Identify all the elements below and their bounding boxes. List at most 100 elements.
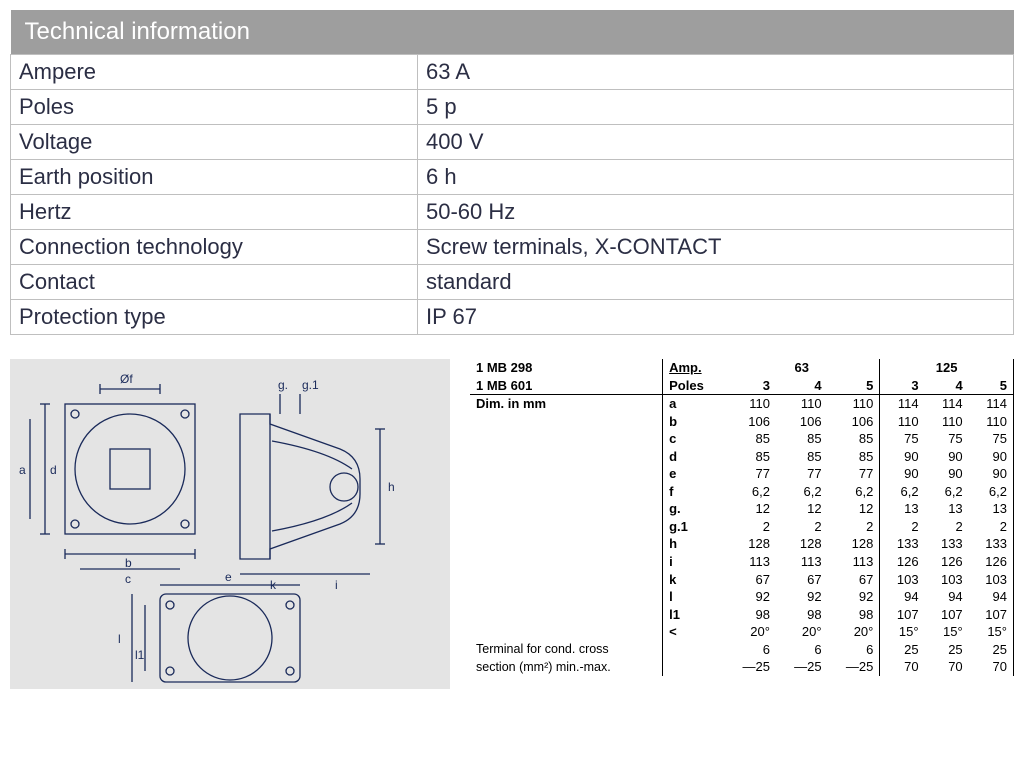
dim-row-key: b (663, 413, 725, 431)
spec-label: Connection technology (11, 230, 418, 265)
dim-cell: 67 (724, 571, 776, 589)
spec-label: Hertz (11, 195, 418, 230)
drawing-label-b: b (125, 556, 132, 570)
dim-cell: 113 (776, 553, 828, 571)
poles-col-5: 5 (969, 377, 1014, 395)
spec-label: Contact (11, 265, 418, 300)
drawing-label-a: a (19, 463, 26, 477)
dim-cell: 90 (969, 448, 1014, 466)
dim-cell: 103 (969, 571, 1014, 589)
dim-cell: 6,2 (724, 483, 776, 501)
model-2: 1 MB 601 (470, 377, 663, 395)
technical-info-rows: Ampere63 APoles5 pVoltage400 VEarth posi… (11, 55, 1014, 335)
dim-cell: 2 (969, 518, 1014, 536)
spec-value: IP 67 (418, 300, 1014, 335)
dimension-table-container: 1 MB 298 Amp. 63 125 1 MB 601 Poles 3 4 … (470, 359, 1014, 676)
dim-cell: 113 (828, 553, 880, 571)
drawing-label-d: d (50, 463, 57, 477)
spec-value: standard (418, 265, 1014, 300)
dim-cell: 13 (880, 500, 925, 518)
dim-cell: 2 (828, 518, 880, 536)
drawing-label-h: h (388, 480, 395, 494)
dim-row-key: c (663, 430, 725, 448)
dim-row-key: g.1 (663, 518, 725, 536)
drawing-label-l: l (118, 632, 121, 646)
dim-cell: 98 (724, 606, 776, 624)
dim-cell: 92 (776, 588, 828, 606)
drawing-label-i: i (335, 578, 338, 592)
spec-value: 50-60 Hz (418, 195, 1014, 230)
dim-cell: 133 (969, 535, 1014, 553)
dimension-table: 1 MB 298 Amp. 63 125 1 MB 601 Poles 3 4 … (470, 359, 1014, 676)
spec-label: Earth position (11, 160, 418, 195)
dim-cell: 67 (776, 571, 828, 589)
dim-row-key: e (663, 465, 725, 483)
dimension-drawing: Øf g. g.1 a d b c h k i e l l1 (10, 359, 450, 689)
technical-info-header: Technical information (11, 10, 1014, 55)
dim-cell: 128 (776, 535, 828, 553)
dim-cell: 90 (880, 465, 925, 483)
amp-group-63: 63 (776, 359, 828, 377)
spec-value: Screw terminals, X-CONTACT (418, 230, 1014, 265)
dim-cell: 103 (925, 571, 969, 589)
dim-cell: 85 (828, 448, 880, 466)
dim-cell: 114 (925, 395, 969, 413)
dim-cell: 128 (724, 535, 776, 553)
dim-cell: 103 (880, 571, 925, 589)
dim-cell: 107 (880, 606, 925, 624)
dim-row-key: a (663, 395, 725, 413)
poles-col-1: 4 (776, 377, 828, 395)
dim-cell: 113 (724, 553, 776, 571)
dim-cell: 94 (969, 588, 1014, 606)
dim-cell: 90 (925, 465, 969, 483)
dim-cell: 106 (724, 413, 776, 431)
dim-row-key: l1 (663, 606, 725, 624)
dim-cell: 15° (880, 623, 925, 641)
term-0-2: 6 (828, 641, 880, 659)
dim-row-key: < (663, 623, 725, 641)
term-1-5: 70 (969, 658, 1014, 676)
term-0-0: 6 (724, 641, 776, 659)
dim-cell: 12 (776, 500, 828, 518)
spec-value: 63 A (418, 55, 1014, 90)
drawing-label-k: k (270, 578, 277, 592)
dim-cell: 90 (925, 448, 969, 466)
dim-cell: 75 (925, 430, 969, 448)
dim-cell: 92 (724, 588, 776, 606)
spec-value: 6 h (418, 160, 1014, 195)
term-1-3: 70 (880, 658, 925, 676)
dim-cell: 94 (880, 588, 925, 606)
poles-col-4: 4 (925, 377, 969, 395)
dim-row-key: g. (663, 500, 725, 518)
term-0-3: 25 (880, 641, 925, 659)
dim-cell: 126 (925, 553, 969, 571)
dim-row-key: i (663, 553, 725, 571)
term-1-2: —25 (828, 658, 880, 676)
term-0-5: 25 (969, 641, 1014, 659)
dim-cell: 107 (969, 606, 1014, 624)
poles-col-0: 3 (724, 377, 776, 395)
dim-cell: 110 (828, 395, 880, 413)
spec-label: Poles (11, 90, 418, 125)
dim-row-key: l (663, 588, 725, 606)
dim-cell: 126 (969, 553, 1014, 571)
terminal-label-1: Terminal for cond. cross (470, 641, 663, 659)
dim-cell: 85 (724, 448, 776, 466)
dim-cell: 85 (776, 448, 828, 466)
dim-cell: 2 (776, 518, 828, 536)
dim-cell: 133 (925, 535, 969, 553)
dim-cell: 98 (828, 606, 880, 624)
dim-row-key: h (663, 535, 725, 553)
dim-cell: 110 (925, 413, 969, 431)
dim-cell: 15° (969, 623, 1014, 641)
dim-cell: 85 (724, 430, 776, 448)
dim-cell: 77 (724, 465, 776, 483)
dim-cell: 6,2 (880, 483, 925, 501)
dim-cell: 110 (880, 413, 925, 431)
term-0-4: 25 (925, 641, 969, 659)
dim-cell: 20° (724, 623, 776, 641)
drawing-label-l1: l1 (135, 648, 145, 662)
term-1-0: —25 (724, 658, 776, 676)
dim-cell: 77 (828, 465, 880, 483)
dim-cell: 110 (724, 395, 776, 413)
